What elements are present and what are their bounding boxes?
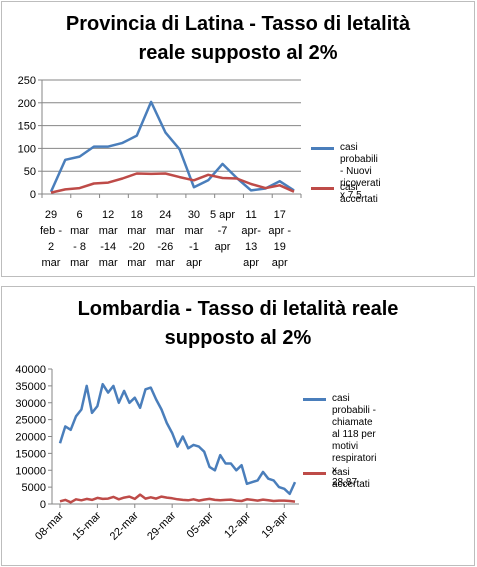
- series-line: [50, 172, 295, 194]
- chart-title-line-2: supposto al 2%: [164, 327, 312, 349]
- legend-swatch: [311, 147, 334, 150]
- x-tick-label: 12-apr: [222, 509, 253, 540]
- legend-label-line: ricoverati x 7,5: [340, 178, 381, 201]
- x-tick-label: 30 mar -1 apr: [184, 209, 203, 269]
- x-tick-label: 6 mar - 8 mar: [70, 209, 89, 269]
- series-line: [58, 382, 297, 496]
- x-tick-label: 08-mar: [33, 509, 66, 542]
- chart-panel-lombardia: Lombardia - Tasso di letalità reale supp…: [1, 286, 475, 566]
- legend-swatch: [303, 398, 326, 401]
- x-tick-label: 29 feb -2 mar: [40, 209, 62, 269]
- x-tick-label: 5 apr -7 apr: [210, 209, 235, 253]
- chart-panel-latina: Provincia di Latina - Tasso di letalità …: [1, 1, 475, 277]
- y-tick-label: 0: [30, 189, 36, 201]
- legend-label: casi accertati: [332, 467, 370, 490]
- x-tick-label: 19-apr: [259, 509, 290, 540]
- x-tick-label: 22-mar: [108, 509, 141, 542]
- x-tick-label: 11 apr-13 apr: [241, 209, 261, 269]
- series-line: [49, 100, 295, 193]
- y-tick-label: 30000: [15, 398, 46, 410]
- legend-swatch: [303, 472, 326, 475]
- y-tick-label: 0: [40, 499, 46, 511]
- x-tick-label: 18 mar -20 mar: [127, 209, 146, 269]
- legend-label-line: 28,87: [332, 477, 358, 488]
- chart-title-line-2: reale supposto al 2%: [138, 42, 338, 64]
- x-tick-label: 05-apr: [185, 509, 216, 540]
- y-tick-label: 5000: [22, 482, 46, 494]
- legend-label-line: casi probabili -: [332, 393, 376, 416]
- x-tick-label: 15-mar: [70, 509, 103, 542]
- legend-label-line: chiamate al 118 per: [332, 417, 376, 440]
- y-tick-label: 100: [18, 143, 36, 155]
- x-tick-label: 12 mar -14 mar: [99, 209, 118, 269]
- x-tick-label: 24 mar -26 mar: [156, 209, 175, 269]
- legend-label-line: motivi respiratori x: [332, 441, 377, 476]
- y-tick-label: 35000: [15, 381, 46, 393]
- legend-label: casi accertati: [340, 182, 378, 205]
- chart-title-line-1: Provincia di Latina - Tasso di letalità: [65, 13, 411, 35]
- x-tick-label: 17 apr -19 apr: [268, 209, 291, 269]
- y-tick-label: 40000: [15, 364, 46, 376]
- y-tick-label: 150: [18, 121, 36, 133]
- y-tick-label: 200: [18, 98, 36, 110]
- legend-swatch: [311, 187, 334, 190]
- y-tick-label: 10000: [15, 465, 46, 477]
- legend-label-line: casi probabili - Nuovi: [340, 142, 378, 177]
- x-tick-label: 29-mar: [145, 509, 178, 542]
- plot-area: 0 50 100 150 200 250 29 feb -2 mar 6 mar - 8 mar 12 ma…: [18, 75, 302, 269]
- legend-label: casi probabili - chiamate al 118 per mot…: [332, 393, 376, 489]
- chart-title-line-1: Lombardia - Tasso di letalità reale: [77, 298, 399, 320]
- y-tick-label: 15000: [15, 448, 46, 460]
- y-tick-label: 20000: [15, 432, 46, 444]
- y-tick-label: 25000: [15, 415, 46, 427]
- legend-label: casi probabili - Nuovi ricoverati x 7,5: [340, 142, 381, 202]
- plot-area: 0 5000 10000 15000 20000 25000 30000 35000 40000…: [15, 364, 299, 543]
- y-tick-label: 250: [18, 75, 36, 87]
- y-tick-label: 50: [24, 166, 36, 178]
- series-line: [59, 493, 296, 504]
